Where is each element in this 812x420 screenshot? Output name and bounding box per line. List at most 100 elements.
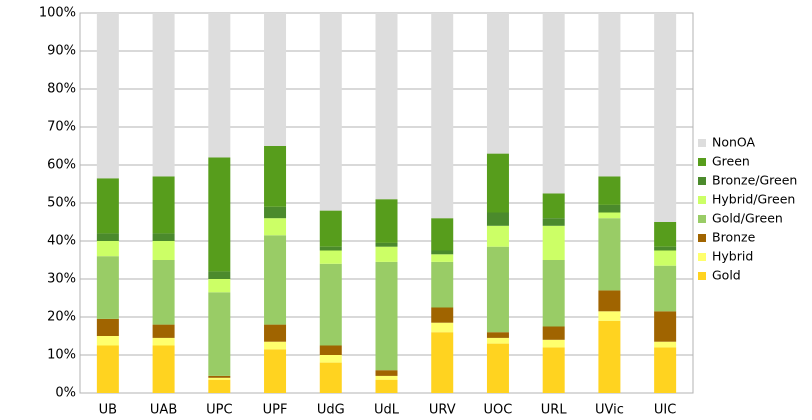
legend-swatch <box>698 215 706 223</box>
x-tick-label: UVic <box>595 403 624 418</box>
bar-segment <box>598 13 621 177</box>
bar-segment <box>152 176 175 234</box>
bar-segment <box>152 260 175 325</box>
bar-segment <box>264 235 287 325</box>
bar-segment <box>598 176 621 205</box>
bar-segment <box>264 206 287 219</box>
bar-segment <box>264 218 287 236</box>
y-tick-label: 0% <box>55 386 76 401</box>
bar-segment <box>152 233 175 241</box>
bar-segment <box>152 345 175 393</box>
x-tick-label: UPF <box>263 403 288 418</box>
bar-segment <box>542 225 565 260</box>
legend-swatch <box>698 234 706 242</box>
bar-segment <box>542 218 565 226</box>
y-tick-label: 100% <box>39 6 76 21</box>
bar-segment <box>208 271 231 279</box>
y-tick-label: 60% <box>47 158 76 173</box>
bar-segment <box>654 222 677 247</box>
bar-segment <box>486 153 509 213</box>
bar-segment <box>654 250 677 266</box>
bar-segment <box>208 157 231 272</box>
y-tick-label: 40% <box>47 234 76 249</box>
x-tick-label: UB <box>99 403 117 418</box>
bar-segment <box>486 332 509 338</box>
bar-segment <box>264 13 287 146</box>
bar-segment <box>319 246 342 251</box>
legend-swatch <box>698 272 706 280</box>
y-tick-label: 50% <box>47 196 76 211</box>
bar-segment <box>96 345 119 393</box>
bar-segment <box>319 355 342 363</box>
legend-swatch <box>698 158 706 166</box>
bar-segment <box>542 326 565 340</box>
bar-segment <box>654 347 677 393</box>
bar-segment <box>375 13 398 200</box>
bar-segment <box>96 233 119 241</box>
bar-segment <box>542 13 565 194</box>
bar-segment <box>375 246 398 262</box>
bar-segment <box>654 311 677 342</box>
x-tick-label: URL <box>541 403 568 418</box>
bar-segment <box>264 324 287 342</box>
x-tick-label: UOC <box>484 403 513 418</box>
bar-segment <box>375 242 398 247</box>
x-tick-label: UIC <box>654 403 676 418</box>
bar-segment <box>96 178 119 234</box>
bar-segment <box>598 290 621 312</box>
bar-segment <box>208 292 231 376</box>
bar-segment <box>375 370 398 376</box>
bar-segment <box>598 212 621 219</box>
bar-segment <box>96 241 119 257</box>
legend-label: NonOA <box>712 135 756 150</box>
bar-segment <box>542 193 565 219</box>
legend-label: Gold <box>712 268 741 283</box>
bar-segment <box>654 13 677 222</box>
bar-segment <box>208 279 231 293</box>
bar-segment <box>319 250 342 264</box>
y-tick-label: 10% <box>47 348 76 363</box>
legend-swatch <box>698 139 706 147</box>
bar-segment <box>264 146 287 207</box>
bar-segment <box>486 343 509 393</box>
bar-segment <box>319 13 342 211</box>
bar-segment <box>542 347 565 393</box>
legend-swatch <box>698 177 706 185</box>
y-tick-label: 70% <box>47 120 76 135</box>
legend-label: Green <box>712 154 750 169</box>
bar-segment <box>486 212 509 226</box>
bar-segment <box>152 13 175 177</box>
bar-segment <box>375 261 398 371</box>
bar-segment <box>431 250 454 255</box>
legend-label: Hybrid <box>712 249 753 264</box>
bar-segment <box>598 320 621 393</box>
bar-segment <box>654 265 677 312</box>
bar-segment <box>208 377 231 380</box>
bar-segment <box>208 13 231 158</box>
bar-segment <box>431 261 454 308</box>
bar-segment <box>431 218 454 251</box>
legend-label: Bronze/Green <box>712 173 797 188</box>
legend-label: Gold/Green <box>712 211 783 226</box>
bar-segment <box>486 225 509 247</box>
bar-segment <box>598 204 621 213</box>
bar-segment <box>431 307 454 323</box>
bar-segment <box>431 13 454 219</box>
y-tick-label: 80% <box>47 82 76 97</box>
x-tick-label: UAB <box>150 403 177 418</box>
bar-segment <box>96 318 119 336</box>
x-tick-label: UdL <box>374 403 400 418</box>
legend-label: Hybrid/Green <box>712 192 795 207</box>
bar-segment <box>431 322 454 333</box>
bar-segment <box>542 260 565 327</box>
legend-swatch <box>698 253 706 261</box>
y-tick-label: 30% <box>47 272 76 287</box>
bar-segment <box>264 341 287 350</box>
bar-segment <box>654 341 677 348</box>
y-tick-label: 90% <box>47 44 76 59</box>
bar-segment <box>208 375 231 378</box>
bar-segment <box>375 379 398 393</box>
bar-segment <box>152 337 175 346</box>
bar-segment <box>598 218 621 291</box>
bar-segment <box>486 246 509 333</box>
